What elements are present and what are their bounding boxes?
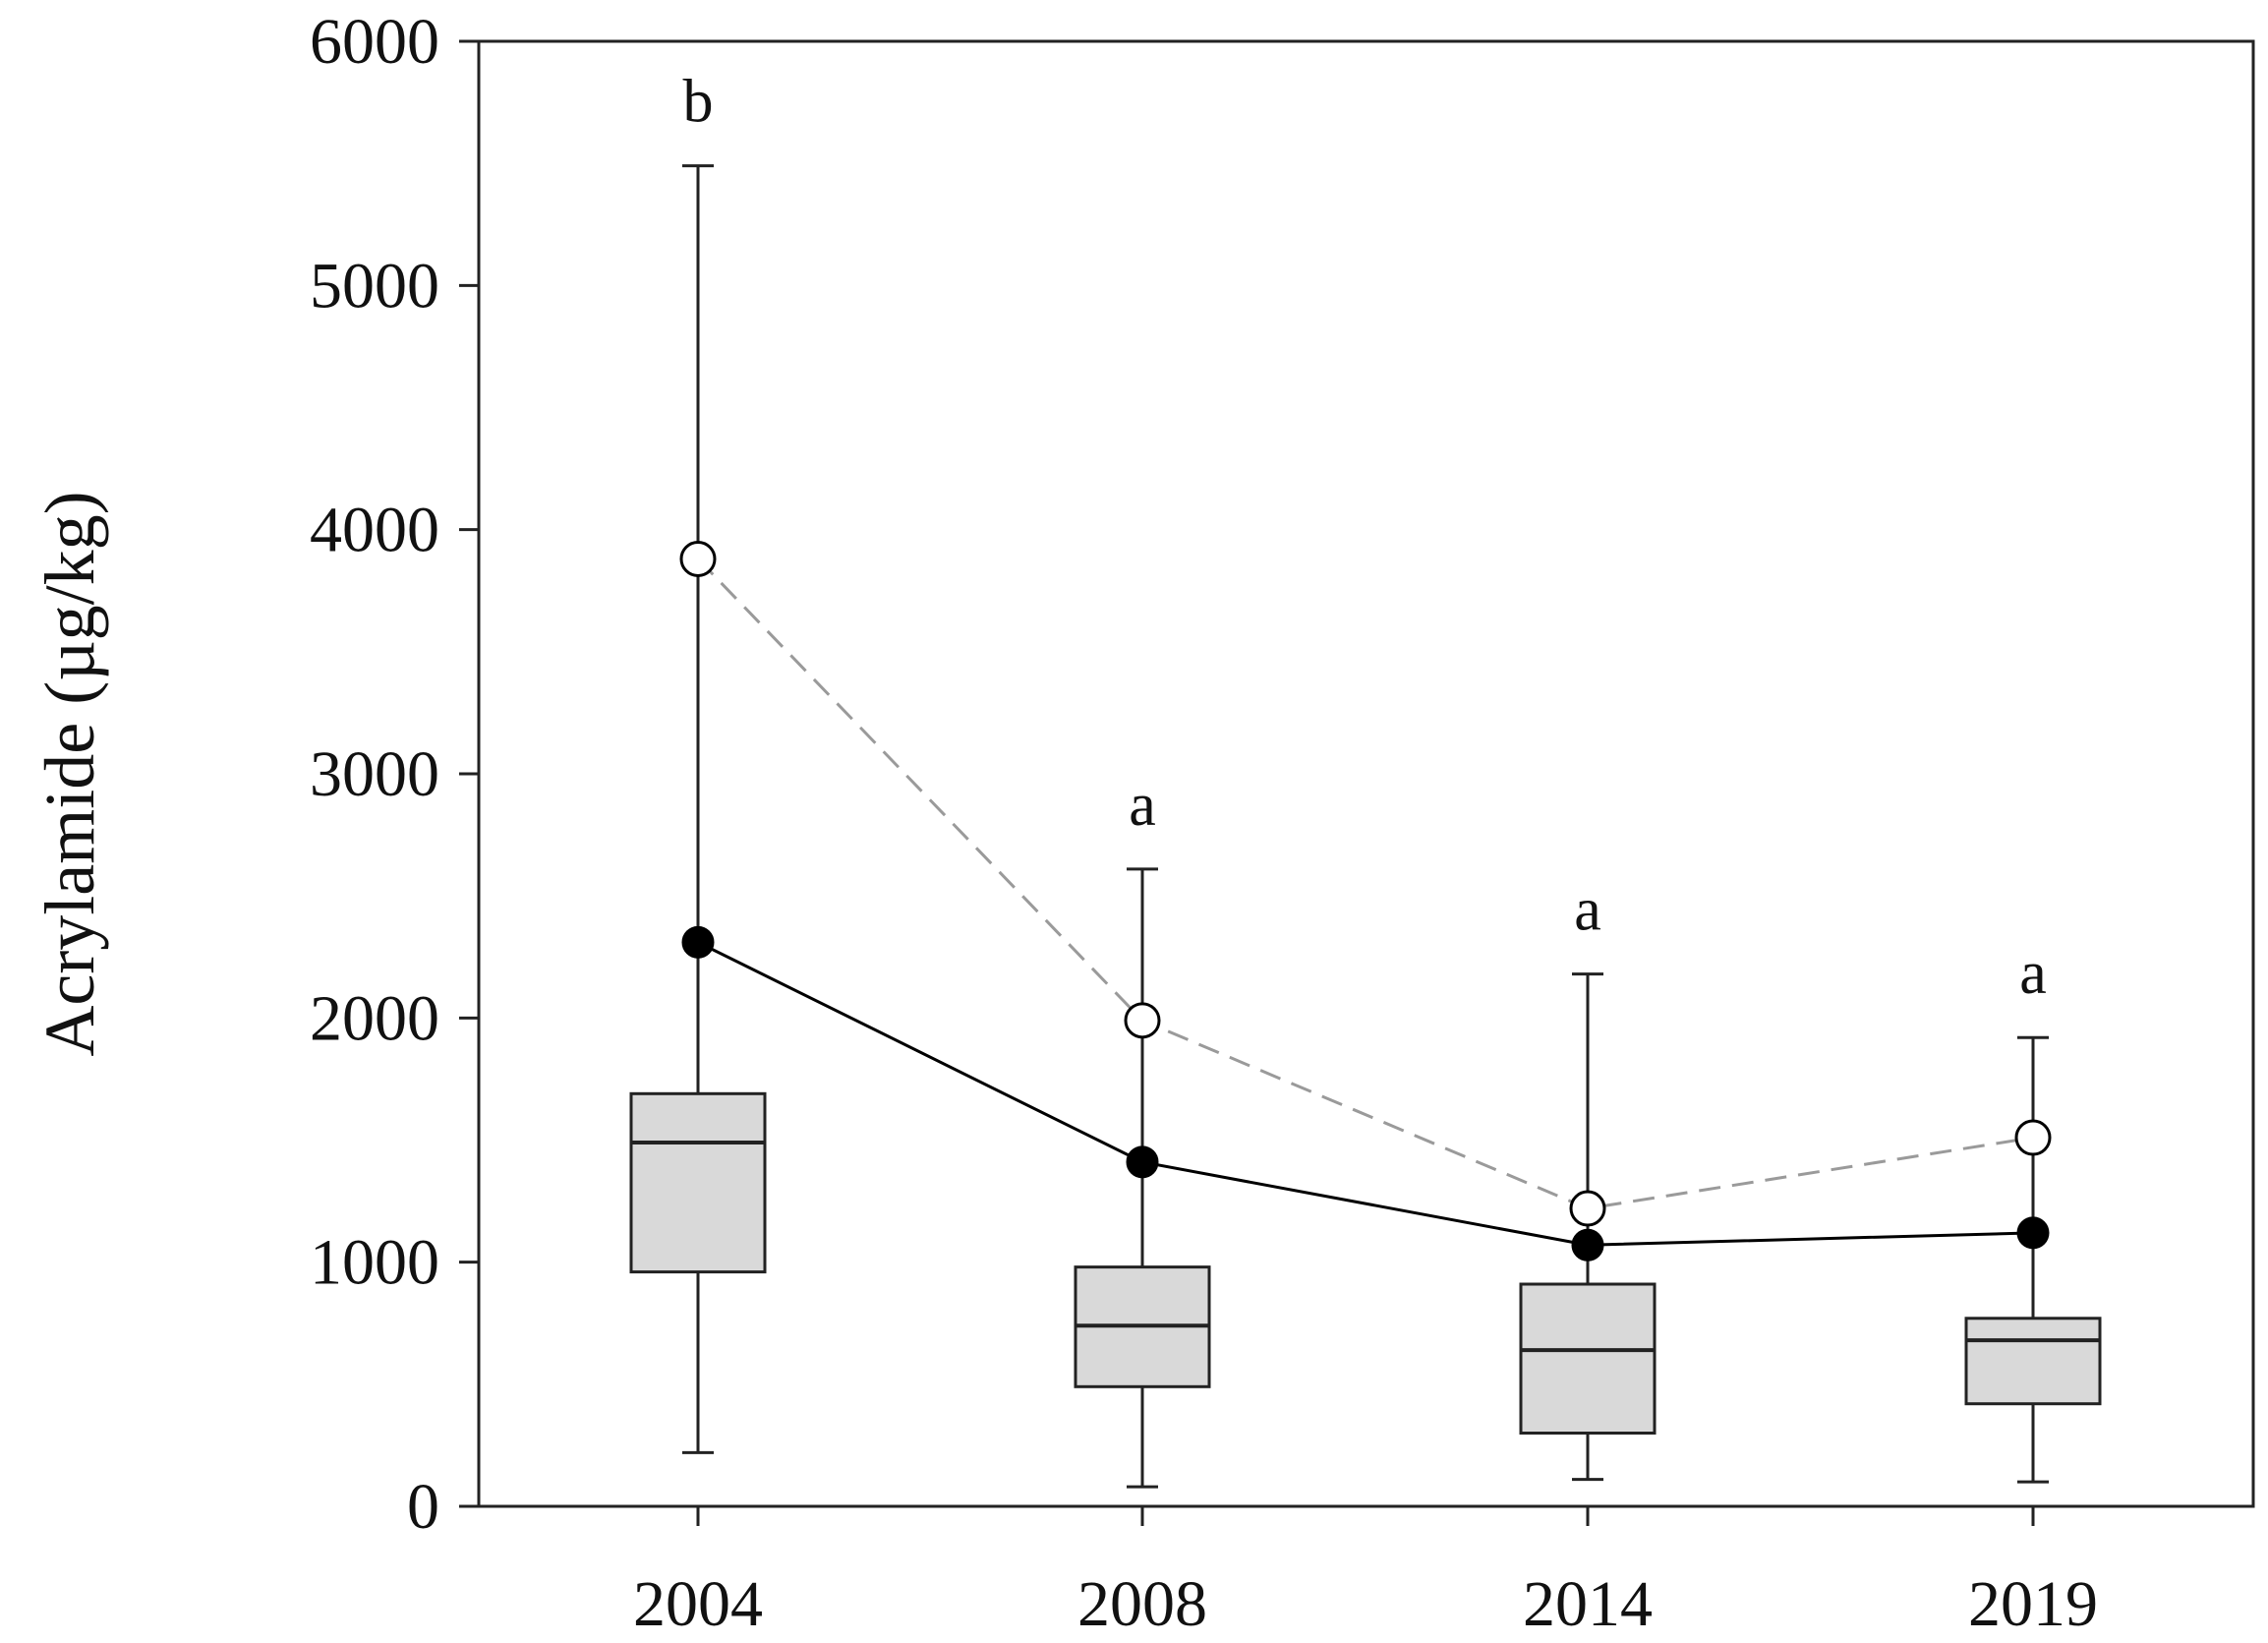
series-1 [697,941,2034,1247]
plot-area: b a a a [629,69,2102,1489]
series-2 [696,557,2034,1210]
x-tick-label: 2008 [1077,1568,1207,1640]
box-iqr [1519,1282,1657,1436]
significance-letter: a [1129,772,1156,839]
filled-circle-marker [2016,1216,2050,1250]
x-tick-label: 2019 [1968,1568,2098,1640]
filled-circle-marker [1571,1228,1604,1262]
y-axis-title: Acrylamide (µg/kg) [30,491,109,1056]
open-circle-marker [2014,1119,2052,1156]
box-iqr [629,1091,767,1274]
y-axis: 0 1000 2000 3000 4000 5000 6000 [310,6,479,1543]
box-2014 [1519,972,1657,1482]
series-line [697,941,2034,1247]
y-tick-label: 4000 [310,495,439,566]
significance-letter: b [683,69,714,136]
box-2019 [1964,1035,2102,1484]
x-axis: 2004 2008 2014 2019 [633,1506,2098,1640]
open-circle-marker [679,540,717,577]
series-markers-2 [679,540,2052,1227]
y-tick-label: 5000 [310,250,439,322]
x-tick-label: 2004 [633,1568,763,1640]
box-2008 [1074,867,1211,1489]
filled-circle-marker [681,925,715,959]
series-line [696,557,2034,1210]
series-markers-1 [681,925,2050,1262]
y-tick-label: 2000 [310,982,439,1054]
y-tick-label: 1000 [310,1227,439,1299]
filled-circle-marker [1126,1145,1159,1179]
y-tick-label: 0 [407,1471,439,1543]
open-circle-marker [1124,1002,1161,1039]
box-2004 [629,164,767,1454]
x-tick-label: 2014 [1523,1568,1653,1640]
significance-letter: a [1574,877,1601,944]
box-iqr [1964,1317,2102,1406]
plot-frame [477,39,2255,1508]
y-tick-label: 6000 [310,6,439,78]
significance-letter: a [2019,940,2047,1007]
open-circle-marker [1569,1190,1606,1227]
y-tick-label: 3000 [310,738,439,810]
